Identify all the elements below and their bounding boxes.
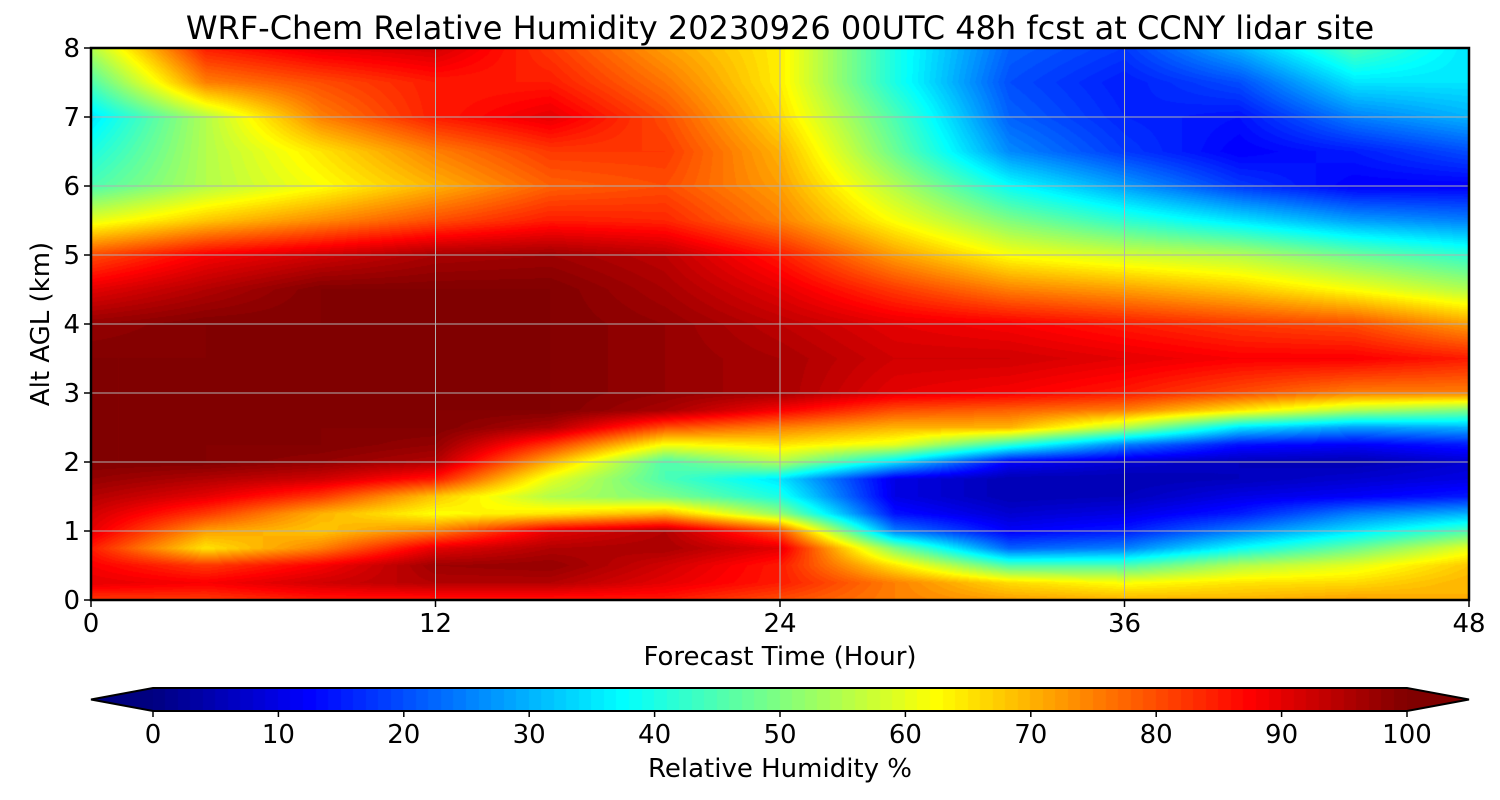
colorbar-ticks: 0 10 20 30 40 50 60 70 80 90 100 [145, 711, 1432, 750]
y-tick-label: 3 [63, 379, 80, 409]
colorbar-tick-label: 0 [145, 720, 162, 750]
x-axis-label: Forecast Time (Hour) [643, 642, 916, 672]
colorbar-tick-label: 100 [1382, 720, 1432, 750]
colorbar-tick-label: 10 [262, 720, 295, 750]
colorbar: 0 10 20 30 40 50 60 70 80 90 100 [90, 687, 1470, 750]
y-tick-label: 5 [63, 241, 80, 271]
x-tick-label: 48 [1452, 609, 1485, 639]
y-tick-label: 4 [63, 310, 80, 340]
colorbar-gradient [153, 688, 1407, 711]
x-axis: 0 12 24 36 48 [83, 600, 1486, 639]
y-tick-label: 0 [63, 586, 80, 616]
y-tick-label: 1 [63, 517, 80, 547]
y-tick-label: 2 [63, 448, 80, 478]
colorbar-extend-over [1407, 688, 1469, 711]
y-axis-label: Alt AGL (km) [26, 242, 56, 406]
colorbar-tick-label: 80 [1140, 720, 1173, 750]
y-axis: 0 1 2 3 4 5 6 7 8 [63, 34, 91, 616]
y-tick-label: 6 [63, 172, 80, 202]
x-tick-label: 12 [419, 609, 452, 639]
x-tick-label: 36 [1108, 609, 1141, 639]
colorbar-tick-label: 30 [513, 720, 546, 750]
x-tick-label: 0 [83, 609, 100, 639]
colorbar-tick-label: 20 [387, 720, 420, 750]
y-tick-label: 8 [63, 34, 80, 64]
chart-title: WRF-Chem Relative Humidity 20230926 00UT… [186, 9, 1374, 47]
plot-area [89, 46, 1471, 602]
colorbar-tick-label: 40 [638, 720, 671, 750]
colorbar-extend-under [91, 688, 153, 711]
colorbar-tick-label: 70 [1014, 720, 1047, 750]
colorbar-tick-label: 50 [763, 720, 796, 750]
colorbar-tick-label: 90 [1265, 720, 1298, 750]
colorbar-tick-label: 60 [889, 720, 922, 750]
colorbar-label: Relative Humidity % [648, 754, 912, 784]
y-tick-label: 7 [63, 103, 80, 133]
x-tick-label: 24 [763, 609, 796, 639]
